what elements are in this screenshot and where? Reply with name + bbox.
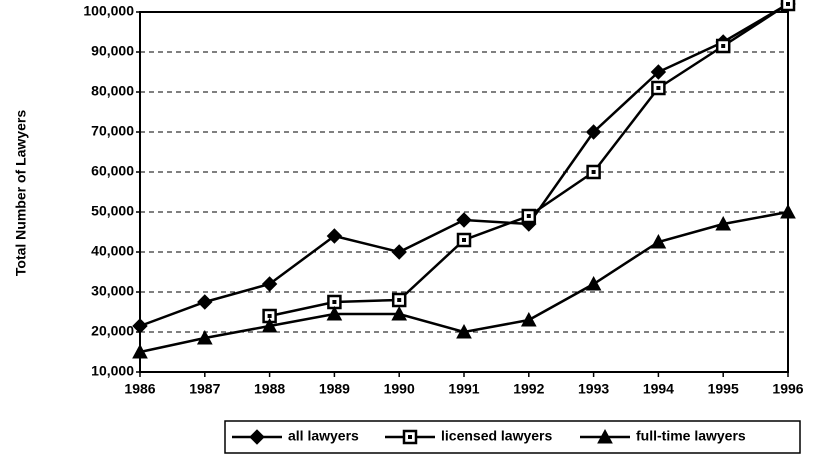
square-marker bbox=[521, 208, 537, 224]
x-tick-label: 1996 bbox=[772, 381, 803, 397]
square-dot bbox=[462, 238, 466, 242]
triangle-marker bbox=[780, 203, 796, 219]
triangle-marker bbox=[261, 317, 278, 333]
square-marker bbox=[715, 38, 731, 54]
x-tick-label: 1994 bbox=[643, 381, 674, 397]
x-tick-label: 1992 bbox=[513, 381, 544, 397]
square-dot bbox=[526, 214, 531, 218]
legend-box bbox=[224, 420, 801, 454]
legend: all lawyers licensed lawyers full-time law… bbox=[224, 420, 801, 454]
x-tick-label: 1991 bbox=[448, 381, 479, 397]
triangle-marker bbox=[597, 428, 613, 444]
square-marker bbox=[780, 0, 796, 12]
diamond-marker bbox=[650, 64, 667, 80]
triangle-marker bbox=[520, 311, 537, 327]
diamond-marker bbox=[261, 276, 278, 292]
x-tick-label: 1993 bbox=[578, 381, 609, 397]
y-tick-label: 40,000 bbox=[91, 243, 134, 259]
square-dot bbox=[397, 298, 402, 302]
x-tick-label: 1986 bbox=[124, 381, 155, 397]
square-marker bbox=[391, 292, 407, 308]
triangle-marker bbox=[456, 323, 472, 339]
triangle-marker bbox=[326, 305, 343, 321]
triangle-marker bbox=[715, 215, 732, 231]
y-tick-label: 100,000 bbox=[83, 3, 134, 19]
triangle-marker bbox=[391, 305, 408, 321]
x-tick-label: 1990 bbox=[384, 381, 415, 397]
square-dot bbox=[591, 170, 596, 174]
square-marker bbox=[651, 80, 666, 96]
y-tick-label: 80,000 bbox=[91, 83, 134, 99]
x-tick-label: 1995 bbox=[708, 381, 739, 397]
y-tick-label: 90,000 bbox=[91, 43, 134, 59]
diamond-marker bbox=[585, 124, 602, 140]
diamond-marker bbox=[249, 429, 265, 445]
diamond-marker bbox=[456, 212, 472, 228]
plot-frame bbox=[139, 11, 789, 373]
square-dot bbox=[721, 44, 726, 48]
square-marker bbox=[586, 164, 601, 180]
x-tick-label: 1987 bbox=[189, 381, 220, 397]
y-tick-label: 10,000 bbox=[91, 363, 134, 379]
y-tick-label: 50,000 bbox=[91, 203, 134, 219]
legend-label: all lawyers bbox=[288, 428, 359, 444]
square-dot bbox=[656, 86, 661, 90]
y-axis-title: Total Number of Lawyers bbox=[13, 110, 29, 276]
x-tick-label: 1989 bbox=[319, 381, 350, 397]
legend-label: full-time lawyers bbox=[636, 428, 746, 444]
diamond-marker bbox=[391, 244, 407, 260]
triangle-marker bbox=[132, 343, 148, 359]
diamond-marker bbox=[326, 228, 343, 244]
triangle-marker bbox=[650, 233, 667, 249]
square-dot bbox=[332, 300, 337, 304]
diamond-marker bbox=[132, 318, 148, 334]
triangle-marker bbox=[585, 275, 602, 291]
square-dot bbox=[786, 2, 790, 6]
square-marker bbox=[402, 429, 418, 445]
x-tick-label: 1988 bbox=[254, 381, 285, 397]
series-line bbox=[269, 2, 789, 318]
legend-label: licensed lawyers bbox=[441, 428, 553, 444]
y-tick-label: 30,000 bbox=[91, 283, 134, 299]
square-dot bbox=[408, 435, 412, 439]
triangle-marker bbox=[196, 329, 213, 345]
y-tick-label: 20,000 bbox=[91, 323, 134, 339]
diamond-marker bbox=[197, 294, 213, 310]
square-dot bbox=[267, 314, 272, 318]
y-tick-label: 70,000 bbox=[91, 123, 134, 139]
y-tick-label: 60,000 bbox=[91, 163, 134, 179]
square-marker bbox=[456, 232, 472, 248]
